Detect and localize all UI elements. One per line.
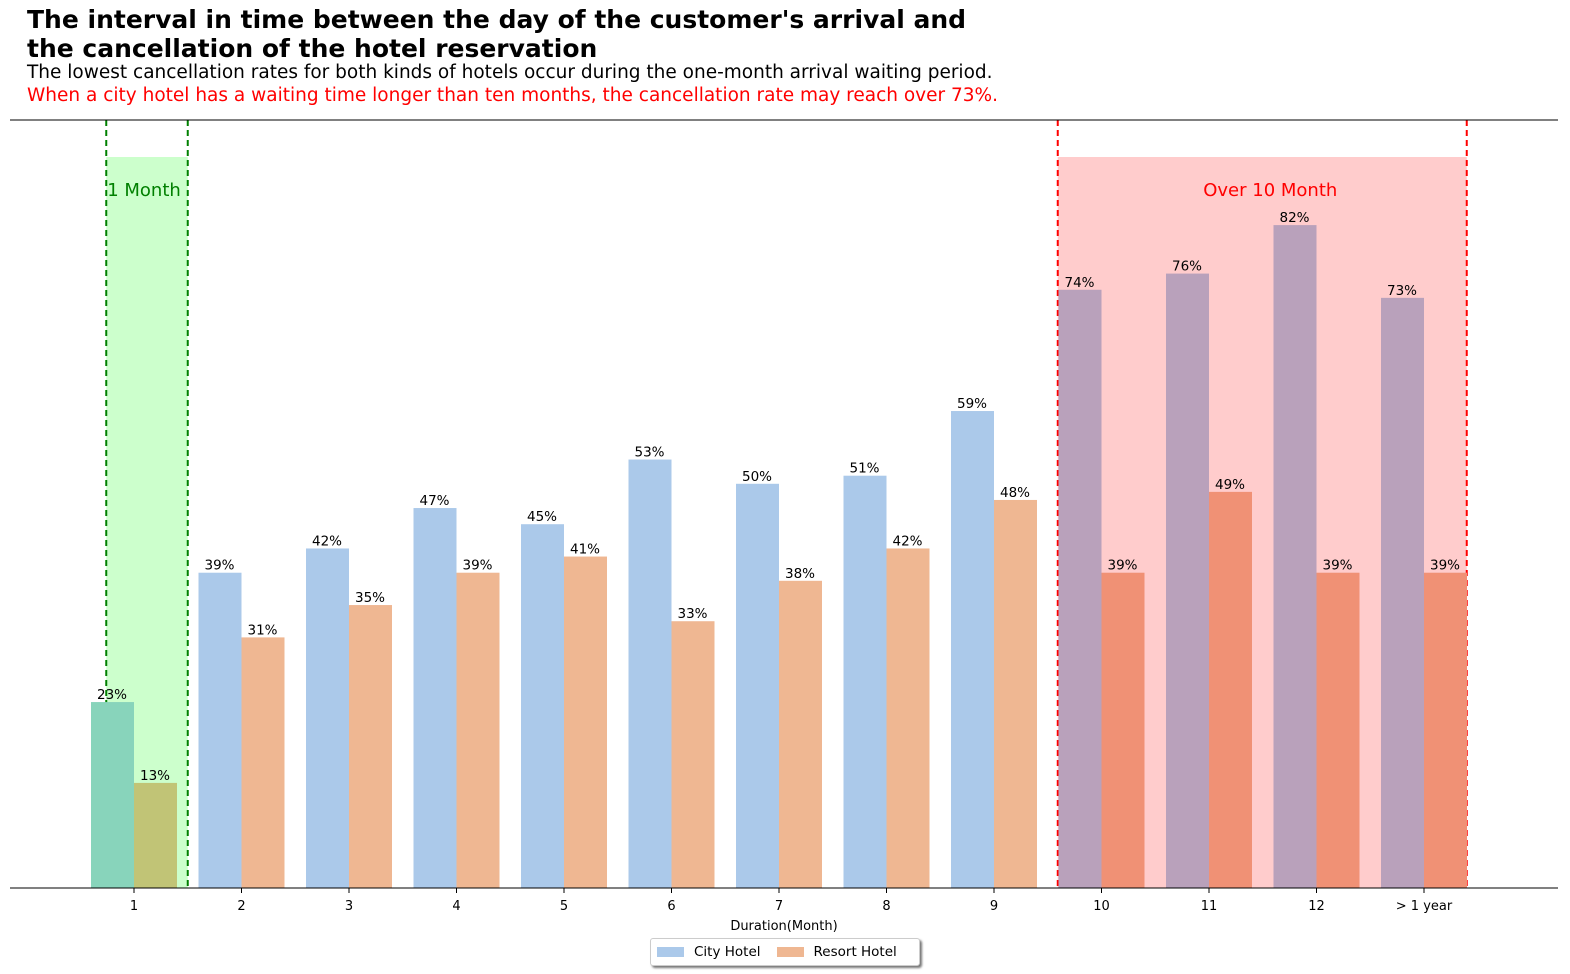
legend-item-city: City Hotel (657, 944, 761, 960)
data-label-city-5: 45% (527, 509, 557, 525)
bar-city-5 (521, 524, 564, 888)
legend-swatch-resort (776, 947, 804, 957)
data-label-city-11: 76% (1172, 259, 1202, 275)
bar-city-4 (413, 508, 457, 888)
x-tick-label-6: 6 (667, 899, 675, 914)
data-label-resort-1: 13% (140, 768, 170, 784)
bar-resort-9 (994, 499, 1037, 888)
data-label-city-4: 47% (420, 493, 450, 509)
x-tick-label-12: 12 (1308, 899, 1325, 914)
bar-resort-11 (1209, 491, 1252, 888)
data-label-resort-5: 41% (570, 542, 600, 558)
data-label-resort-8: 42% (893, 533, 923, 549)
x-tick-label-2: 2 (237, 899, 245, 914)
data-label-city-10: 74% (1065, 275, 1095, 291)
bar-resort-8 (886, 548, 930, 888)
bar-city-6 (628, 459, 672, 888)
data-label-resort-6: 33% (678, 606, 708, 622)
bar-resort-1 (134, 782, 177, 888)
bar-city-10 (1058, 289, 1102, 888)
bar-city-13 (1381, 297, 1424, 888)
bar-resort-6 (671, 621, 715, 888)
bar-resort-12 (1316, 572, 1360, 888)
x-tick-label-11: 11 (1201, 899, 1218, 914)
x-tick-label-8: 8 (882, 899, 890, 914)
bar-city-8 (843, 475, 887, 888)
x-tick-label-9: 9 (990, 899, 998, 914)
data-label-city-12: 82% (1280, 210, 1310, 226)
x-tick-label-1: 1 (130, 899, 138, 914)
one-month-label: 1 Month (107, 180, 181, 201)
legend-label-resort: Resort Hotel (813, 944, 897, 960)
data-label-city-2: 39% (205, 558, 235, 574)
bar-city-1 (91, 702, 134, 888)
data-label-resort-2: 31% (248, 622, 278, 638)
bar-city-7 (736, 483, 779, 888)
x-tick-label-3: 3 (345, 899, 353, 914)
data-label-city-3: 42% (312, 533, 342, 549)
data-label-resort-9: 48% (1000, 485, 1030, 501)
bar-resort-5 (564, 556, 607, 888)
bar-resort-7 (779, 580, 822, 888)
data-label-city-6: 53% (635, 445, 665, 461)
bar-city-9 (951, 411, 994, 888)
x-tick-label-7: 7 (775, 899, 783, 914)
chart-title: The interval in time between the day of … (27, 5, 1127, 63)
over-ten-month-label: Over 10 Month (1203, 180, 1337, 201)
chart-title-line-1: The interval in time between the day of … (27, 5, 967, 34)
x-tick-label-13: > 1 year (1396, 899, 1453, 914)
data-label-city-13: 73% (1387, 283, 1417, 299)
bar-city-2 (198, 572, 242, 888)
data-label-city-7: 50% (742, 469, 772, 485)
x-tick-label-4: 4 (452, 899, 460, 914)
chart-title-line-2: the cancellation of the hotel reservatio… (27, 34, 598, 63)
data-label-resort-12: 39% (1323, 558, 1353, 574)
bar-resort-4 (456, 572, 500, 888)
bar-resort-3 (349, 605, 392, 888)
data-label-resort-3: 35% (355, 590, 385, 606)
legend-swatch-city (657, 947, 684, 957)
data-label-resort-13: 39% (1430, 558, 1460, 574)
data-label-city-1: 23% (97, 687, 127, 703)
bar-city-11 (1166, 273, 1209, 889)
bar-city-3 (306, 548, 349, 888)
bar-city-12 (1273, 225, 1317, 889)
legend: City Hotel Resort Hotel (650, 938, 920, 966)
data-label-resort-10: 39% (1108, 558, 1138, 574)
data-label-resort-7: 38% (785, 566, 815, 582)
x-tick-label-10: 10 (1093, 899, 1110, 914)
data-label-resort-11: 49% (1215, 477, 1245, 493)
bar-resort-10 (1101, 572, 1145, 888)
data-label-city-9: 59% (957, 396, 987, 412)
chart-subtitle: The lowest cancellation rates for both k… (27, 62, 993, 83)
bar-resort-2 (241, 637, 285, 888)
data-label-resort-4: 39% (463, 558, 493, 574)
legend-label-city: City Hotel (694, 944, 761, 960)
x-axis-title: Duration(Month) (730, 919, 837, 934)
x-tick-label-5: 5 (560, 899, 568, 914)
legend-item-resort: Resort Hotel (776, 944, 897, 960)
bar-resort-13 (1424, 572, 1467, 888)
chart-highlight-note: When a city hotel has a waiting time lon… (27, 85, 998, 106)
data-label-city-8: 51% (850, 461, 880, 477)
